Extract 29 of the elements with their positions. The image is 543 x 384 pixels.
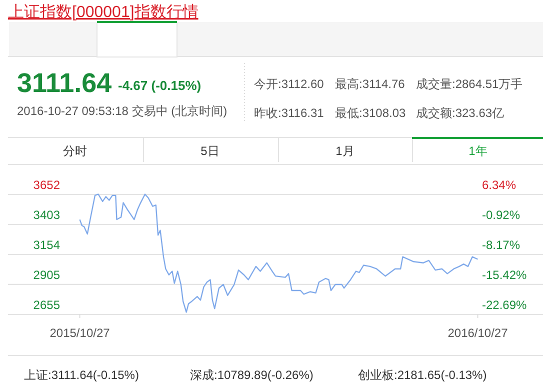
text: 分时 (63, 144, 87, 158)
text: 5日 (200, 144, 220, 158)
text: 成交量:2864.51万手 (416, 77, 523, 91)
text: 创业板:2181.65(-0.13%) (358, 368, 487, 382)
text: 今开:3112.60 (254, 77, 324, 91)
x-tick-label: 2015/10/27 (50, 326, 110, 340)
y2-tick-label: -0.92% (482, 208, 520, 222)
chart-title: 上证指数[000001]指数行情 (8, 3, 198, 21)
x-tick-label: 2016/10/27 (448, 326, 508, 340)
text: 成交额:323.63亿 (416, 106, 504, 120)
y2-tick-label: -15.42% (482, 268, 528, 282)
text: 上证:3111.64(-0.15%) (24, 368, 139, 382)
y-tick-label: 3154 (33, 238, 60, 252)
y-tick-label: 2655 (33, 298, 60, 312)
text: 最低:3108.03 (335, 106, 406, 120)
y2-tick-label: -8.17% (482, 238, 520, 252)
text: 最高:3114.76 (335, 77, 406, 91)
text: 1年 (468, 144, 488, 158)
text: 昨收:3116.31 (254, 106, 324, 120)
y2-tick-label: -22.69% (482, 298, 528, 312)
text: 1月 (336, 144, 354, 158)
y-tick-label: 3652 (33, 178, 60, 192)
y-tick-label: 3403 (33, 208, 60, 222)
text: 3111.64 (17, 68, 112, 98)
y-tick-label: 2905 (33, 268, 60, 282)
text: 2016-10-27 09:53:18 交易中 (北京时间) (17, 104, 228, 118)
text: -4.67 (-0.15%) (118, 78, 202, 93)
y2-tick-label: 6.34% (482, 178, 516, 192)
text: 深成:10789.89(-0.26%) (190, 368, 314, 382)
